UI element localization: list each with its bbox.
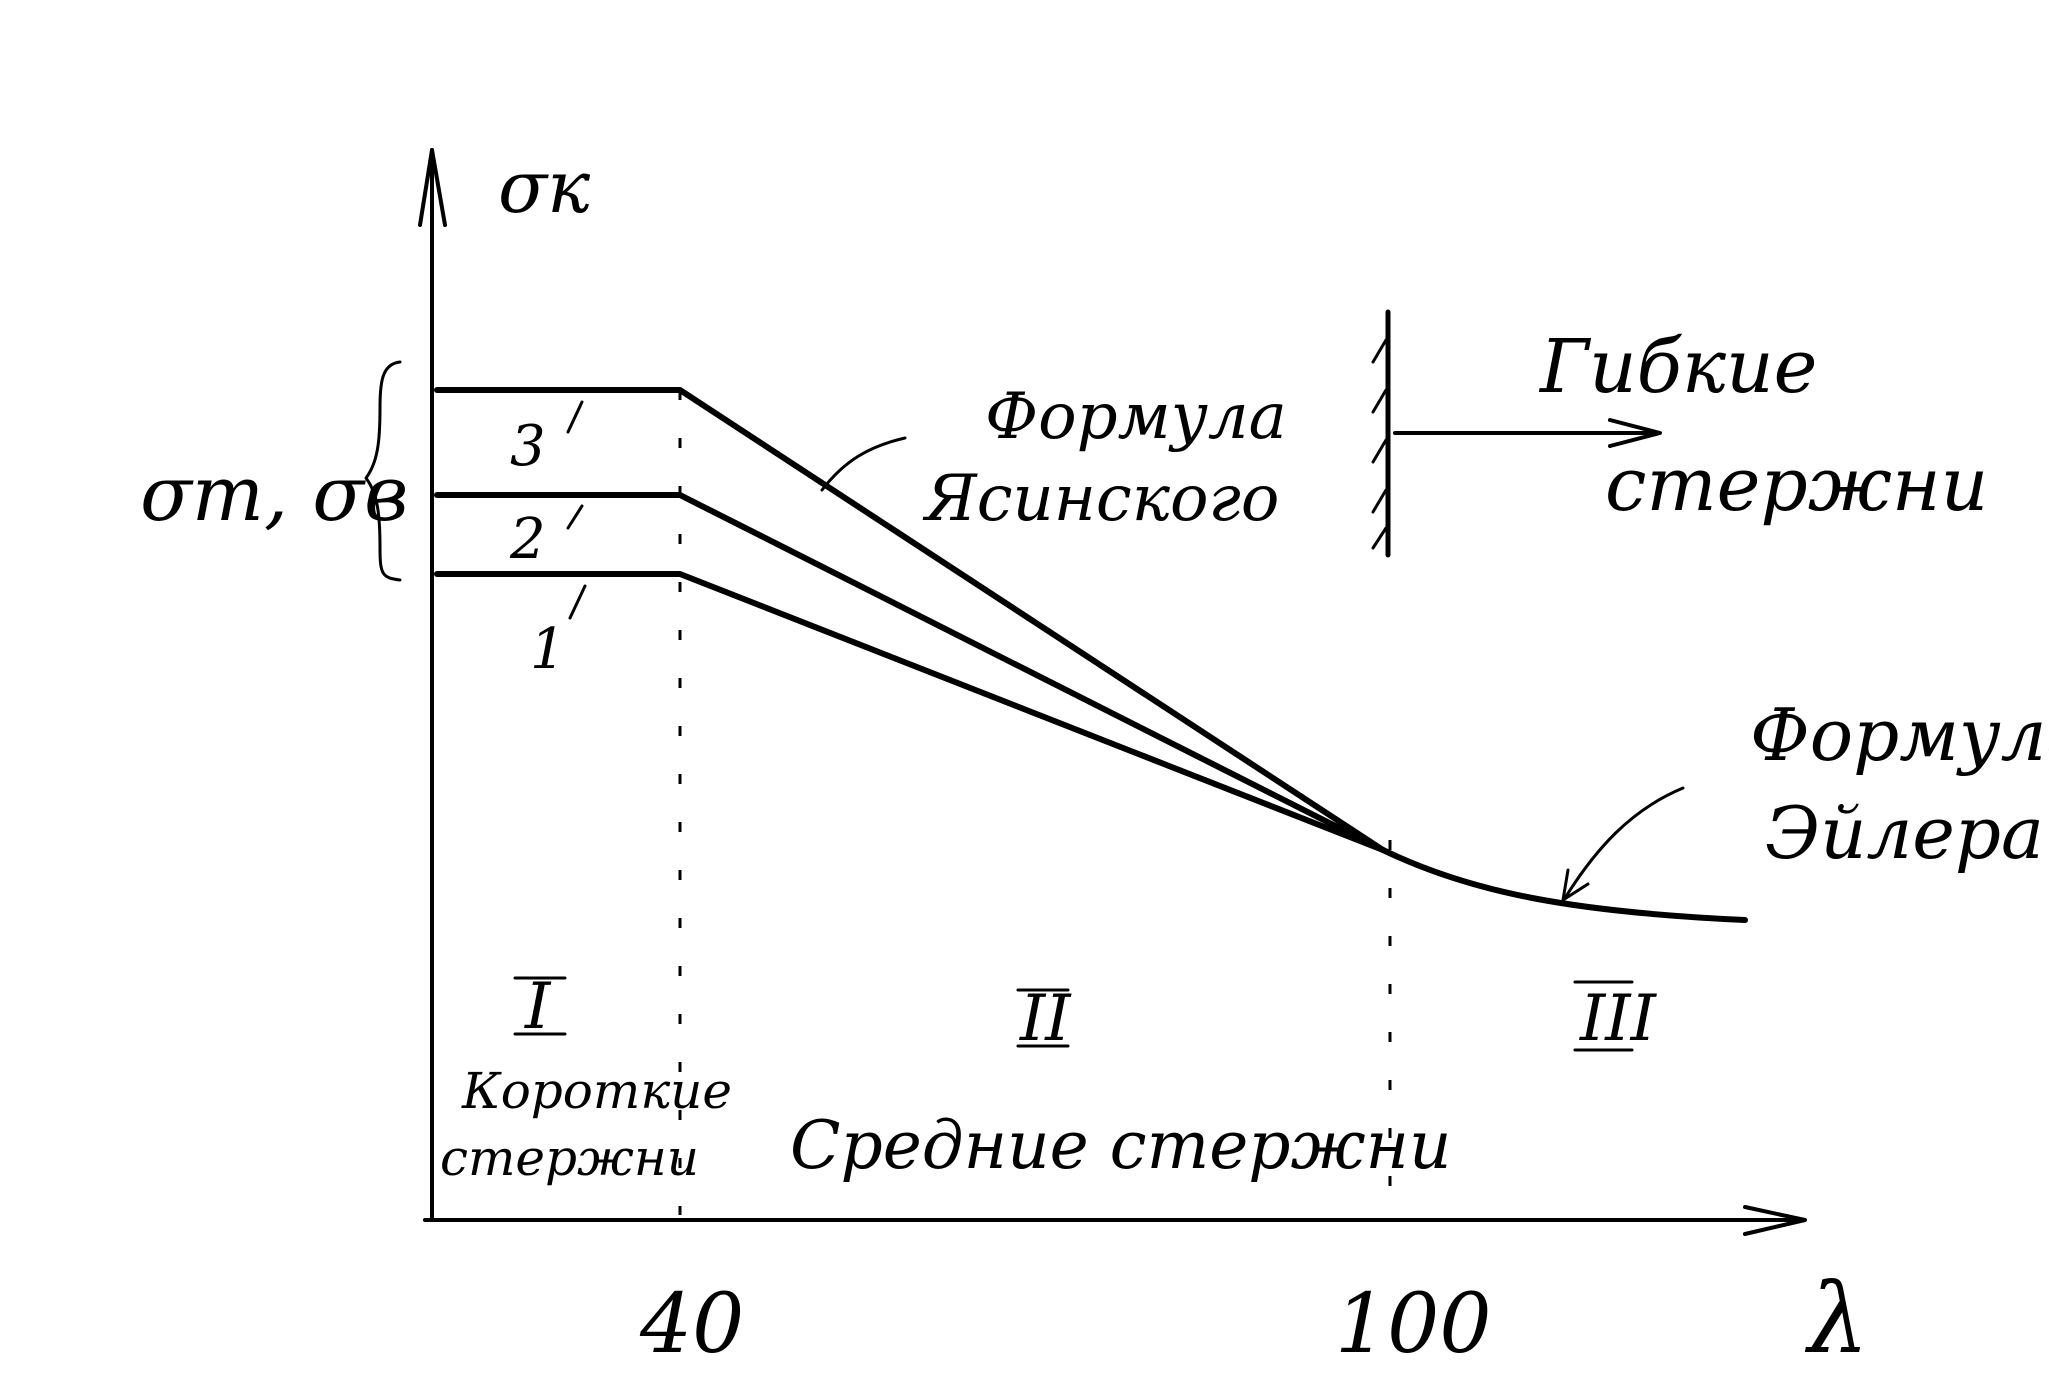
x-axis-label: λ — [1804, 1263, 1869, 1375]
curve-number-labels: 3 2 1 — [509, 400, 587, 682]
yasinsky-pointer — [820, 436, 907, 492]
euler-line1: Формула — [1750, 693, 2049, 777]
flexible-rods-line2: стержни — [1605, 442, 1988, 528]
euler-line2: Эйлера — [1765, 791, 2044, 875]
wall-hatch-4 — [1371, 488, 1388, 514]
wall-hatch-1 — [1371, 338, 1388, 364]
y-axis-label: σк — [498, 145, 590, 229]
curve-label-2: 2 — [509, 507, 546, 572]
euler-pointer — [1563, 786, 1685, 900]
euler-pointer-head — [1561, 868, 1590, 902]
zone-2-caption-line1: Средние стержни — [790, 1107, 1452, 1184]
flexible-rods-line1: Гибкие — [1538, 324, 1817, 410]
zone-numeral-1: I — [524, 970, 552, 1044]
zone-numeral-3: III — [1579, 982, 1658, 1056]
yasinsky-annotation: Формула Ясинского — [820, 380, 1287, 536]
curve-tick-2 — [566, 504, 584, 530]
yasinsky-line1: Формула — [985, 380, 1287, 454]
y-axis-arrow — [418, 148, 447, 227]
flexible-arrow-head — [1608, 418, 1662, 448]
stress-level-label: σт, σв — [140, 449, 408, 538]
wall-hatch-2 — [1371, 388, 1388, 414]
curve-1 — [434, 571, 1386, 853]
euler-curve — [1380, 847, 1748, 923]
flexible-rods-marker: Гибкие стержни — [1371, 309, 1988, 558]
wall-hatch-3 — [1371, 438, 1388, 464]
zone-captions: Короткие стержни Средние стержни — [440, 1062, 1452, 1187]
zone-numerals: I II III — [513, 970, 1658, 1056]
curve-2 — [434, 492, 1386, 853]
zone-1-caption-line2: стержни — [440, 1129, 699, 1187]
x-axis-arrow — [1743, 1205, 1807, 1236]
euler-annotation: Формула Эйлера — [1561, 693, 2049, 902]
zone-1-caption-line1: Короткие — [461, 1062, 732, 1120]
zone-numeral-2: II — [1019, 982, 1072, 1056]
stress-brace — [364, 360, 402, 582]
curve-label-1: 1 — [530, 617, 566, 682]
yasinsky-line2: Ясинского — [922, 462, 1279, 536]
curve-label-3: 3 — [510, 414, 546, 479]
curve-tick-1 — [568, 584, 587, 620]
tick-label-100: 100 — [1335, 1277, 1492, 1372]
curve-3 — [434, 387, 1386, 853]
curve-tick-3 — [566, 400, 584, 434]
critical-stress-curves — [434, 387, 1748, 923]
axes — [418, 148, 1807, 1236]
tick-label-40: 40 — [639, 1277, 744, 1372]
wall-hatch-5 — [1371, 526, 1388, 550]
